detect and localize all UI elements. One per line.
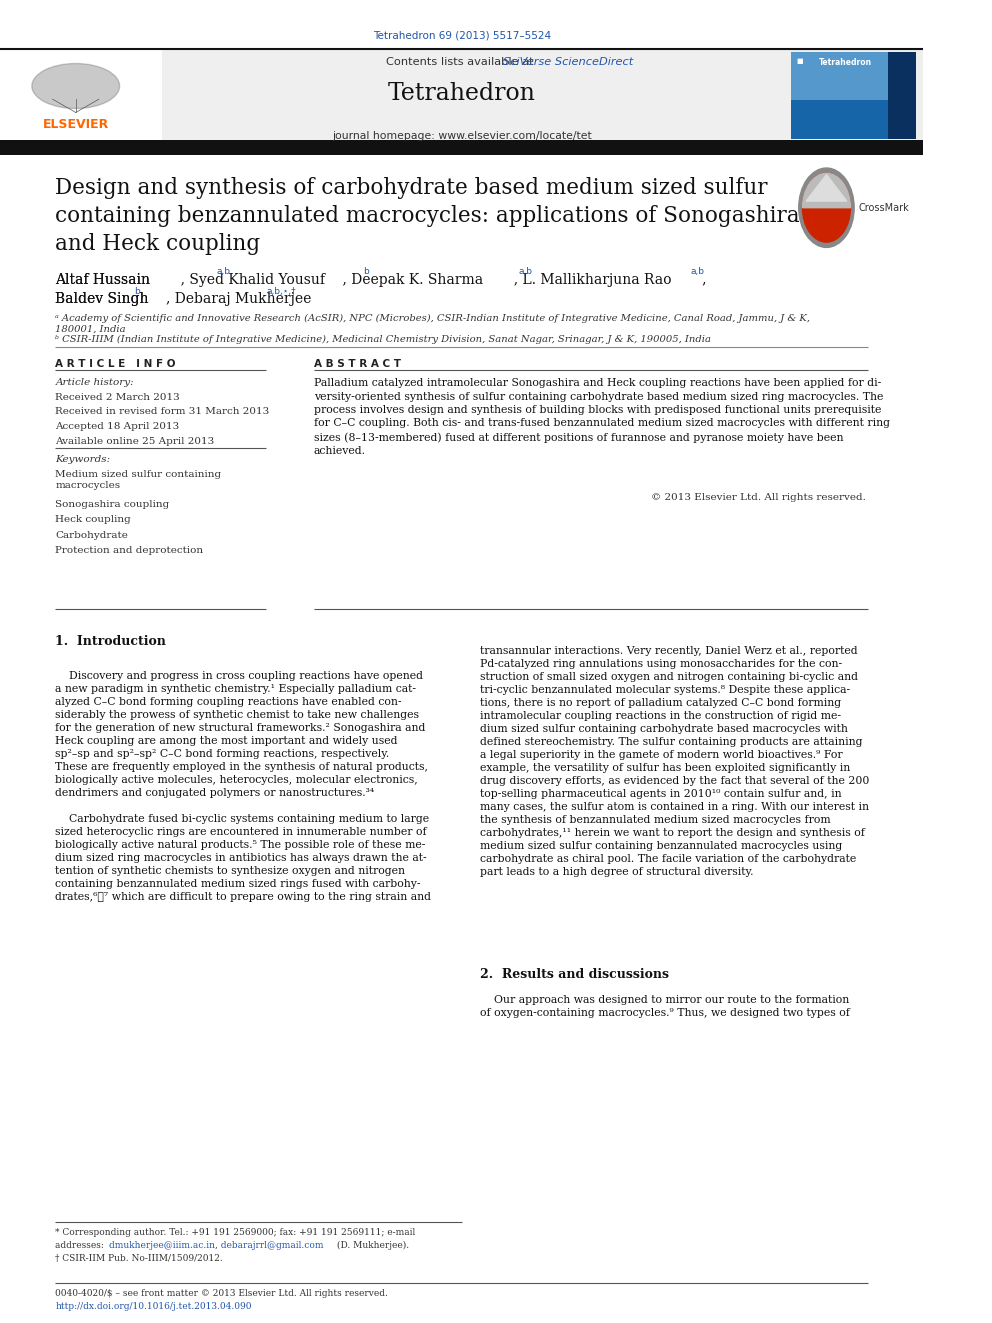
Circle shape (803, 173, 850, 242)
Text: * Corresponding author. Tel.: +91 191 2569000; fax: +91 191 2569111; e-mail: * Corresponding author. Tel.: +91 191 25… (56, 1228, 416, 1237)
Text: Baldev Singh    , Debaraj Mukherjee: Baldev Singh , Debaraj Mukherjee (56, 292, 311, 307)
Text: SciVerse ScienceDirect: SciVerse ScienceDirect (503, 57, 633, 67)
Text: Article history:: Article history: (56, 378, 134, 388)
Text: a,b: a,b (518, 267, 532, 277)
Text: † CSIR-IIM Pub. No-IIIM/1509/2012.: † CSIR-IIM Pub. No-IIIM/1509/2012. (56, 1254, 223, 1263)
Text: transannular interactions. Very recently, Daniel Werz et al., reported
Pd-cataly: transannular interactions. Very recently… (480, 646, 870, 877)
Text: ᵇ CSIR-IIIM (Indian Institute of Integrative Medicine), Medicinal Chemistry Divi: ᵇ CSIR-IIIM (Indian Institute of Integra… (56, 335, 711, 344)
Text: b: b (134, 287, 140, 296)
Text: CrossMark: CrossMark (859, 202, 910, 213)
Text: ᵃ Academy of Scientific and Innovative Research (AcSIR), NPC (Microbes), CSIR-In: ᵃ Academy of Scientific and Innovative R… (56, 314, 810, 335)
Text: Discovery and progress in cross coupling reactions have opened
a new paradigm in: Discovery and progress in cross coupling… (56, 671, 432, 902)
Text: Received 2 March 2013: Received 2 March 2013 (56, 393, 181, 402)
Text: Protection and deprotection: Protection and deprotection (56, 545, 203, 554)
Text: Carbohydrate: Carbohydrate (56, 531, 128, 540)
Text: A R T I C L E   I N F O: A R T I C L E I N F O (56, 359, 176, 369)
Text: Tetrahedron: Tetrahedron (819, 58, 872, 67)
Ellipse shape (32, 64, 120, 108)
FancyBboxPatch shape (0, 49, 924, 142)
Text: Received in revised form 31 March 2013: Received in revised form 31 March 2013 (56, 407, 270, 417)
Text: Palladium catalyzed intramolecular Sonogashira and Heck coupling reactions have : Palladium catalyzed intramolecular Sonog… (313, 378, 890, 456)
Text: A B S T R A C T: A B S T R A C T (313, 359, 401, 369)
Text: http://dx.doi.org/10.1016/j.tet.2013.04.090: http://dx.doi.org/10.1016/j.tet.2013.04.… (56, 1302, 252, 1311)
FancyBboxPatch shape (0, 140, 924, 155)
Text: a,b: a,b (690, 267, 704, 277)
Polygon shape (806, 175, 847, 201)
Text: Heck coupling: Heck coupling (56, 515, 131, 524)
Text: Baldev Singh: Baldev Singh (56, 292, 154, 307)
Text: Altaf Hussain       , Syed Khalid Yousuf    , Deepak K. Sharma       , L. Mallik: Altaf Hussain , Syed Khalid Yousuf , Dee… (56, 273, 707, 287)
Text: b: b (363, 267, 369, 277)
Text: (D. Mukherjee).: (D. Mukherjee). (334, 1241, 410, 1250)
Text: Available online 25 April 2013: Available online 25 April 2013 (56, 437, 214, 446)
Text: 2.  Results and discussions: 2. Results and discussions (480, 968, 670, 982)
Text: Medium sized sulfur containing
macrocycles: Medium sized sulfur containing macrocycl… (56, 470, 221, 490)
Text: a,b: a,b (216, 267, 230, 277)
Text: Keywords:: Keywords: (56, 455, 110, 464)
Text: Design and synthesis of carbohydrate based medium sized sulfur
containing benzan: Design and synthesis of carbohydrate bas… (56, 177, 800, 255)
Circle shape (799, 168, 854, 247)
Text: 0040-4020/$ – see front matter © 2013 Elsevier Ltd. All rights reserved.: 0040-4020/$ – see front matter © 2013 El… (56, 1289, 388, 1298)
Text: Sonogashira coupling: Sonogashira coupling (56, 500, 170, 509)
Text: Our approach was designed to mirror our route to the formation
of oxygen-contain: Our approach was designed to mirror our … (480, 995, 850, 1017)
Text: Accepted 18 April 2013: Accepted 18 April 2013 (56, 422, 180, 431)
FancyBboxPatch shape (888, 52, 916, 139)
Text: 1.  Introduction: 1. Introduction (56, 635, 167, 648)
Text: a,b,⋆,†: a,b,⋆,† (267, 287, 297, 296)
Text: ELSEVIER: ELSEVIER (43, 118, 109, 131)
Text: © 2013 Elsevier Ltd. All rights reserved.: © 2013 Elsevier Ltd. All rights reserved… (652, 493, 866, 503)
Text: Altaf Hussain: Altaf Hussain (56, 273, 155, 287)
Text: journal homepage: www.elsevier.com/locate/tet: journal homepage: www.elsevier.com/locat… (332, 131, 591, 142)
FancyBboxPatch shape (792, 52, 916, 139)
Wedge shape (803, 173, 850, 208)
Text: dmukherjee@iiim.ac.in, debarajrrl@gmail.com: dmukherjee@iiim.ac.in, debarajrrl@gmail.… (109, 1241, 323, 1250)
Text: Tetrahedron 69 (2013) 5517–5524: Tetrahedron 69 (2013) 5517–5524 (373, 30, 551, 41)
Text: ■: ■ (796, 58, 803, 65)
Text: Tetrahedron: Tetrahedron (388, 82, 536, 105)
Text: addresses:: addresses: (56, 1241, 107, 1250)
FancyBboxPatch shape (0, 49, 162, 142)
Text: Contents lists available at: Contents lists available at (386, 57, 538, 67)
FancyBboxPatch shape (792, 52, 891, 99)
